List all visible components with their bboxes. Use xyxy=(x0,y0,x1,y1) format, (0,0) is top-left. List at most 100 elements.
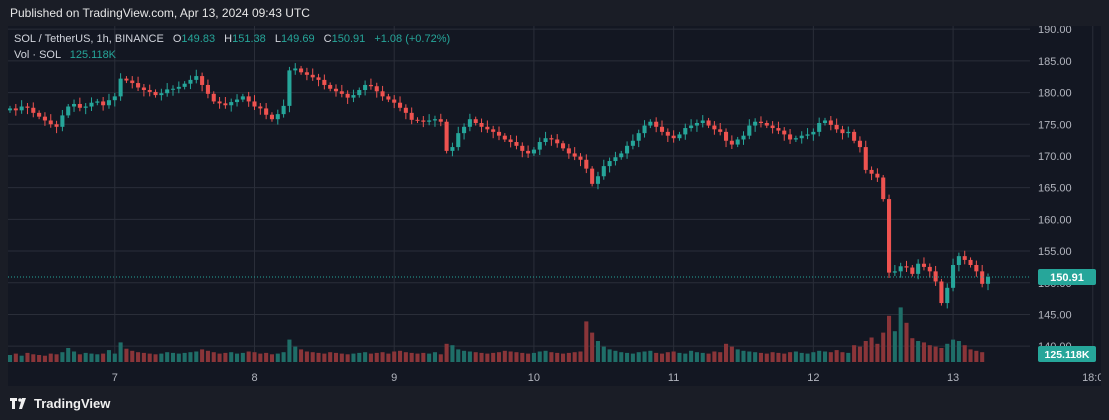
time-tick-label: 9 xyxy=(391,372,397,384)
price-badge: 150.91 xyxy=(1038,268,1096,285)
candle-body xyxy=(863,147,868,170)
candle-body xyxy=(659,126,665,132)
svg-text:150.91: 150.91 xyxy=(1050,272,1084,284)
volume-bar xyxy=(188,352,193,362)
volume-bar xyxy=(200,349,205,362)
candle-body xyxy=(339,91,344,94)
candle-body xyxy=(508,139,513,143)
volume-bar xyxy=(968,349,973,362)
candle-body xyxy=(869,169,874,174)
volume-bar xyxy=(83,352,88,362)
volume-bar xyxy=(19,355,24,362)
volume-bar xyxy=(112,353,117,362)
candle-body xyxy=(974,265,979,272)
candle-body xyxy=(467,119,472,127)
candle-body xyxy=(700,120,705,123)
candle-body xyxy=(677,134,682,139)
volume-bar xyxy=(729,346,734,362)
volume-bar xyxy=(409,352,414,362)
volume-bar xyxy=(770,352,775,362)
volume-bar xyxy=(479,352,484,362)
candle-body xyxy=(613,157,618,162)
candle-body xyxy=(910,267,915,274)
candle-body xyxy=(578,156,583,160)
candle-body xyxy=(217,101,222,104)
volume-bar xyxy=(753,352,758,362)
candle-body xyxy=(921,263,927,267)
volume-bar xyxy=(892,331,897,362)
candle-body xyxy=(368,84,373,87)
candle-body xyxy=(980,271,985,284)
candle-body xyxy=(875,173,880,178)
candle-body xyxy=(916,263,921,274)
volume-bar xyxy=(578,351,583,362)
candle-body xyxy=(153,91,158,96)
volume-bar xyxy=(665,352,670,362)
candle-body xyxy=(956,256,961,266)
volume-bar xyxy=(706,353,711,362)
price-tick-label: 155.00 xyxy=(1038,246,1072,258)
volume-bar xyxy=(945,343,950,362)
candle-body xyxy=(13,108,18,111)
candle-body xyxy=(694,122,699,126)
candle-body xyxy=(234,99,240,103)
time-axis[interactable]: 7 8 9 10 11 12 13 18:0 xyxy=(112,372,1104,384)
volume-bar xyxy=(269,354,275,362)
volume-bar xyxy=(71,351,77,362)
candle-body xyxy=(619,153,624,158)
candle-body xyxy=(514,142,519,146)
chart-background xyxy=(8,26,1101,386)
volume-bar xyxy=(723,343,729,362)
candle-body xyxy=(735,139,740,145)
volume-bar xyxy=(898,307,903,362)
volume-bar xyxy=(712,351,717,362)
chart-area[interactable]: 190.00 185.00 180.00 175.00 170.00 165.00 160.… xyxy=(7,24,1104,386)
candle-body xyxy=(293,68,298,71)
brand-name: TradingView xyxy=(34,396,111,411)
svg-text:125.118K: 125.118K xyxy=(1045,349,1090,361)
volume-bar xyxy=(386,353,391,362)
candle-body xyxy=(60,115,65,127)
candle-body xyxy=(520,145,525,151)
candle-body xyxy=(322,79,327,85)
volume-bar xyxy=(322,353,327,362)
volume-bar xyxy=(229,352,234,362)
volume-bar xyxy=(234,353,240,362)
candle-body xyxy=(782,130,787,135)
candle-body xyxy=(444,121,449,151)
legend-volume-value: 125.118K xyxy=(70,49,117,61)
volume-bar xyxy=(718,352,723,362)
candle-body xyxy=(764,122,769,126)
volume-bar xyxy=(415,353,420,362)
price-tick-label: 180.00 xyxy=(1038,88,1072,100)
candlestick-chart[interactable]: 190.00 185.00 180.00 175.00 170.00 165.00 160.… xyxy=(7,24,1104,386)
candle-body xyxy=(264,108,269,115)
volume-bar xyxy=(397,350,403,362)
candle-body xyxy=(89,102,94,107)
volume-bar xyxy=(776,352,781,362)
candle-body xyxy=(572,153,577,157)
legend-close-label: C xyxy=(324,33,332,45)
candle-body xyxy=(223,103,228,106)
candle-body xyxy=(852,131,857,141)
candle-body xyxy=(706,120,711,126)
legend-symbol: SOL / TetherUS, 1h, BINANCE xyxy=(14,33,164,45)
candle-body xyxy=(485,126,490,130)
volume-bar xyxy=(590,332,595,362)
volume-bar xyxy=(974,350,979,362)
candle-body xyxy=(211,93,216,102)
time-tick-label: 13 xyxy=(947,372,959,384)
volume-bar xyxy=(31,354,36,362)
legend-high-label: H xyxy=(224,33,232,45)
candle-body xyxy=(642,125,647,134)
candle-body xyxy=(560,143,566,149)
candle-body xyxy=(799,135,804,139)
volume-bar xyxy=(136,352,141,362)
candle-body xyxy=(66,106,71,116)
time-tick-label: 11 xyxy=(668,372,679,384)
candle-body xyxy=(689,125,694,129)
candle-body xyxy=(945,287,950,304)
volume-bar xyxy=(555,352,560,362)
candle-body xyxy=(71,103,77,107)
candle-body xyxy=(31,107,36,113)
